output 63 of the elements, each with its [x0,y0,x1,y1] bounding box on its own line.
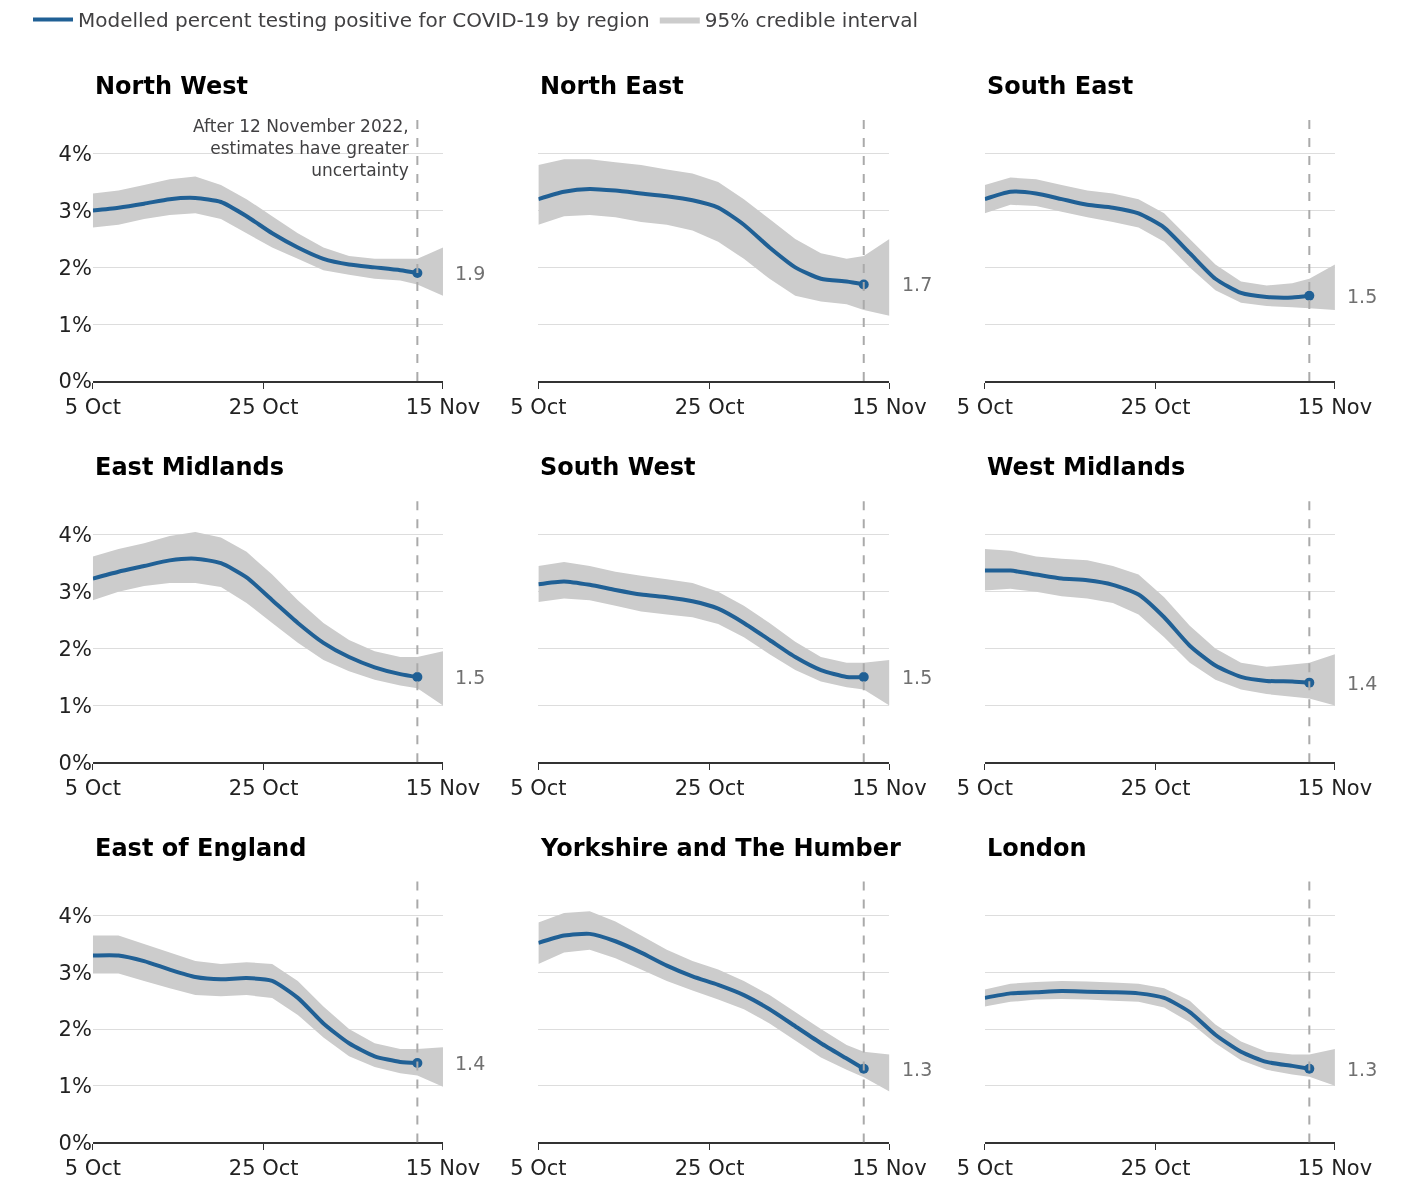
x-tick-label: 25 Oct [228,1156,299,1181]
x-tick-label: 25 Oct [674,395,745,420]
chart-title: London [987,834,1087,862]
data-label: 1.4 [455,1052,486,1074]
chart-title: West Midlands [987,453,1186,481]
x-tick-label: 5 Oct [956,395,1014,420]
data-label: 1.3 [902,1058,933,1080]
x-tick-label: 5 Oct [510,395,567,420]
y-tick-label: 2% [58,636,92,661]
data-label: 1.5 [1347,285,1378,307]
x-tick-label: 15 Nov [852,1156,927,1181]
data-label: 1.4 [1347,672,1378,694]
y-tick-label: 0% [58,1130,92,1155]
y-tick-label: 1% [58,693,92,718]
x-tick-label: 25 Oct [674,776,745,801]
y-tick-label: 3% [58,960,92,985]
y-tick-label: 2% [58,255,92,280]
chart-title: South West [540,453,696,481]
x-tick-label: 25 Oct [1120,1156,1191,1181]
y-tick-label: 3% [58,580,92,604]
x-tick-label: 5 Oct [956,1156,1014,1181]
y-tick-label: 4% [58,523,92,548]
chart-title: North East [540,72,684,100]
y-tick-label: 4% [58,904,92,929]
chart-title: North West [95,72,248,100]
legend-label: Modelled percent testing positive for COVID-19 by region [78,8,650,33]
data-label: 1.5 [455,666,486,688]
y-tick-label: 0% [58,369,92,394]
x-tick-label: 5 Oct [510,776,567,801]
legend-label: 95% credible interval [704,8,919,33]
x-tick-label: 25 Oct [674,1156,745,1181]
x-tick-label: 15 Nov [852,776,927,801]
x-tick-label: 5 Oct [956,776,1014,801]
x-tick-label: 5 Oct [64,1156,122,1181]
x-tick-label: 25 Oct [228,395,299,420]
x-tick-label: 15 Nov [405,776,481,801]
y-tick-label: 1% [58,312,92,337]
y-tick-label: 4% [58,142,92,166]
y-tick-label: 3% [58,198,92,223]
x-tick-label: 15 Nov [405,1156,481,1181]
chart-title: Yorkshire and The Humber [540,834,902,862]
x-tick-label: 25 Oct [1120,776,1191,801]
data-label: 1.3 [1347,1058,1378,1080]
ref-line-label: After 12 November 2022, estimates have greater uncertainty [193,116,409,181]
x-tick-label: 15 Nov [1297,395,1373,420]
x-tick-label: 25 Oct [228,776,299,801]
chart-title: East of England [95,834,307,862]
x-tick-label: 25 Oct [1120,395,1191,420]
x-tick-label: 15 Nov [405,395,481,420]
data-label: 1.5 [902,666,933,688]
x-tick-label: 15 Nov [852,395,927,420]
y-tick-label: 0% [58,750,92,775]
x-tick-label: 15 Nov [1297,1156,1373,1181]
y-tick-label: 1% [58,1074,92,1099]
x-tick-label: 5 Oct [510,1156,567,1181]
x-tick-label: 5 Oct [64,776,122,801]
chart-title: South East [987,72,1134,100]
y-tick-label: 2% [58,1017,92,1042]
chart-title: East Midlands [95,453,284,481]
data-label: 1.7 [902,273,933,295]
x-tick-label: 15 Nov [1297,776,1373,801]
data-label: 1.9 [455,262,486,284]
x-tick-label: 5 Oct [64,395,122,420]
